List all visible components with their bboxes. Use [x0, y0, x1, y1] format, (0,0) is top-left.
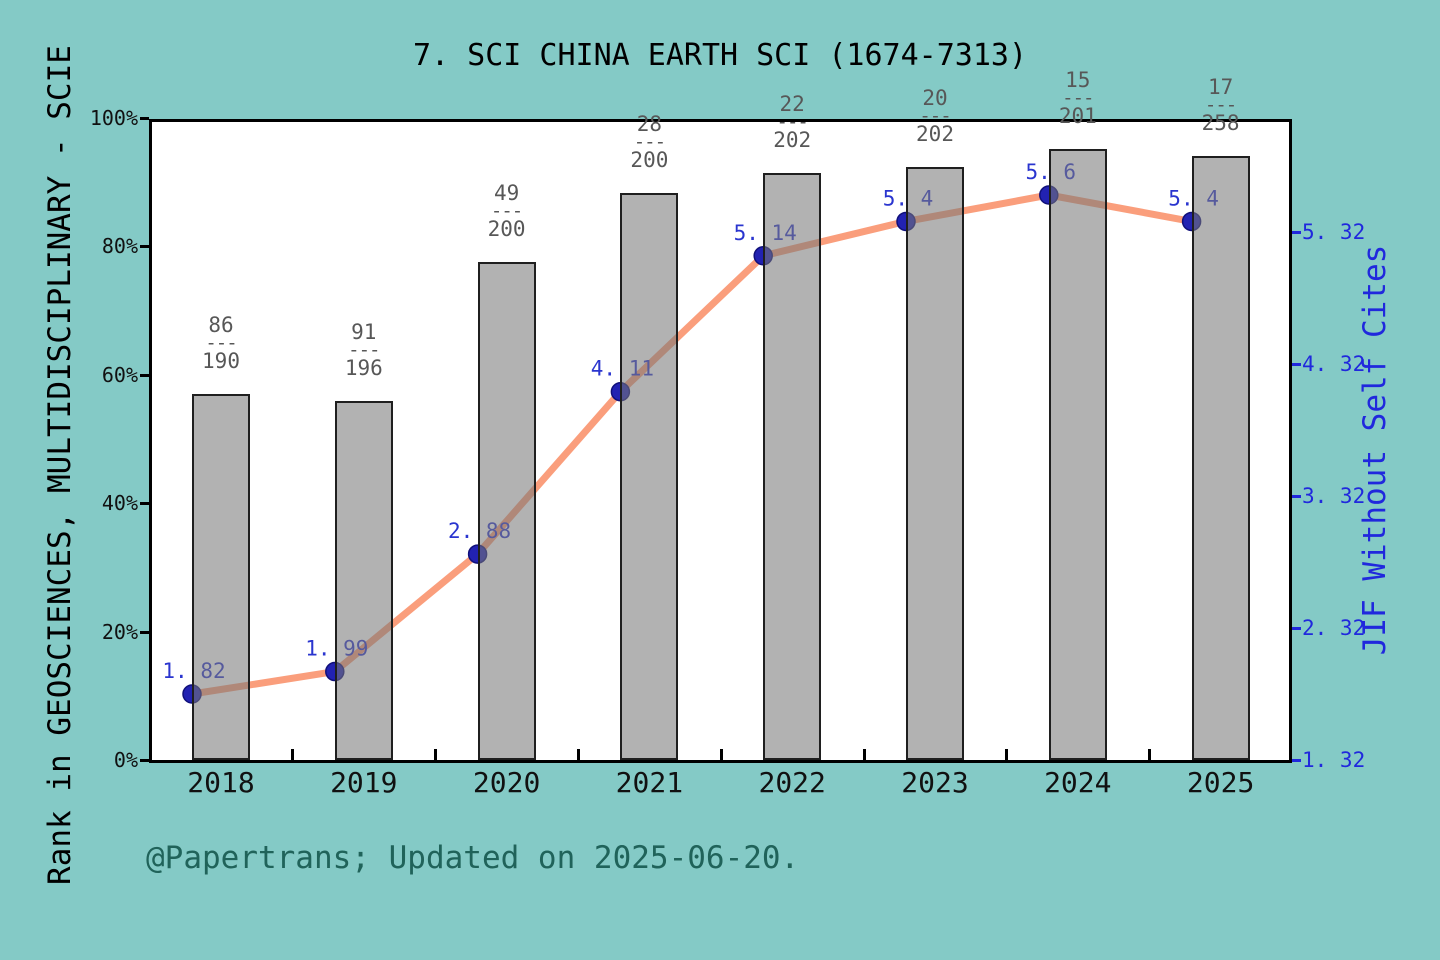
- right-axis-title: JIF Without Self Cites: [1357, 244, 1393, 656]
- left-axis-tick: [140, 630, 149, 634]
- right-axis-tick: [1292, 627, 1301, 630]
- right-axis-tick: [1292, 495, 1301, 498]
- fraction-divider-line: ---: [1062, 86, 1094, 109]
- watermark-updated-note: @Papertrans; Updated on 2025-06-20.: [146, 840, 800, 876]
- rank-bar: [1191, 155, 1250, 760]
- rank-numerator: 22: [779, 92, 805, 117]
- rank-bar: [334, 401, 393, 760]
- left-axis-tick: [140, 117, 149, 120]
- rank-bar: [477, 261, 536, 760]
- right-axis-tick-label: 2. 32: [1302, 616, 1366, 640]
- right-axis-tick-label: 5. 32: [1302, 220, 1366, 244]
- x-axis-minor-tick: [434, 749, 438, 760]
- rank-bar: [1048, 148, 1107, 760]
- rank-bar: [620, 193, 679, 760]
- right-axis-tick: [1292, 759, 1301, 762]
- right-axis-tick-label: 3. 32: [1302, 484, 1366, 508]
- x-axis-year-label: 2022: [758, 766, 826, 799]
- x-axis-minor-tick: [291, 749, 295, 760]
- rank-bars-layer: [152, 122, 1289, 760]
- x-axis-year-label: 2025: [1186, 766, 1255, 799]
- chart-title: 7. SCI CHINA EARTH SCI (1674-7313): [412, 38, 1028, 73]
- left-axis-tick: [140, 245, 149, 249]
- left-axis-tick-label: 80%: [101, 234, 138, 259]
- x-axis-year-label: 2018: [187, 766, 255, 799]
- x-axis-minor-tick: [862, 749, 866, 760]
- left-axis-tick: [140, 373, 149, 377]
- x-axis-year-label: 2020: [472, 766, 541, 799]
- left-axis-tick: [140, 759, 149, 762]
- x-axis-minor-tick: [1005, 749, 1009, 760]
- x-axis-year-label: 2023: [901, 766, 969, 799]
- x-axis-minor-tick: [1148, 749, 1152, 760]
- rank-bar: [763, 173, 822, 760]
- x-axis-year-label: 2019: [330, 766, 398, 799]
- x-axis-minor-tick: [577, 749, 580, 760]
- left-axis-tick-label: 20%: [101, 619, 138, 644]
- left-axis-tick-label: 40%: [101, 491, 138, 516]
- rank-numerator: 17: [1207, 74, 1234, 99]
- right-axis-tick-label: 1. 32: [1302, 748, 1366, 772]
- x-axis-minor-tick: [719, 749, 723, 760]
- rank-bar: [192, 394, 250, 760]
- rank-numerator: 20: [922, 85, 948, 110]
- x-axis-year-label: 2024: [1044, 766, 1112, 799]
- left-axis-title: Rank in GEOSCIENCES, MULTIDISCIPLINARY -…: [42, 45, 78, 885]
- left-axis-tick-label: 60%: [101, 362, 138, 387]
- plot-area: 1. 821. 992. 884. 115. 145. 45. 65. 4: [149, 119, 1292, 763]
- left-axis-tick-label: 0%: [113, 748, 138, 772]
- left-axis-tick-label: 100%: [89, 106, 138, 130]
- x-axis-year-label: 2021: [615, 766, 684, 799]
- rank-bar: [906, 166, 964, 760]
- left-axis-tick: [140, 502, 149, 506]
- fraction-divider-line: ---: [1204, 93, 1237, 116]
- right-axis-tick: [1292, 363, 1301, 366]
- right-axis-tick-label: 4. 32: [1302, 352, 1366, 376]
- right-axis-tick: [1292, 231, 1301, 234]
